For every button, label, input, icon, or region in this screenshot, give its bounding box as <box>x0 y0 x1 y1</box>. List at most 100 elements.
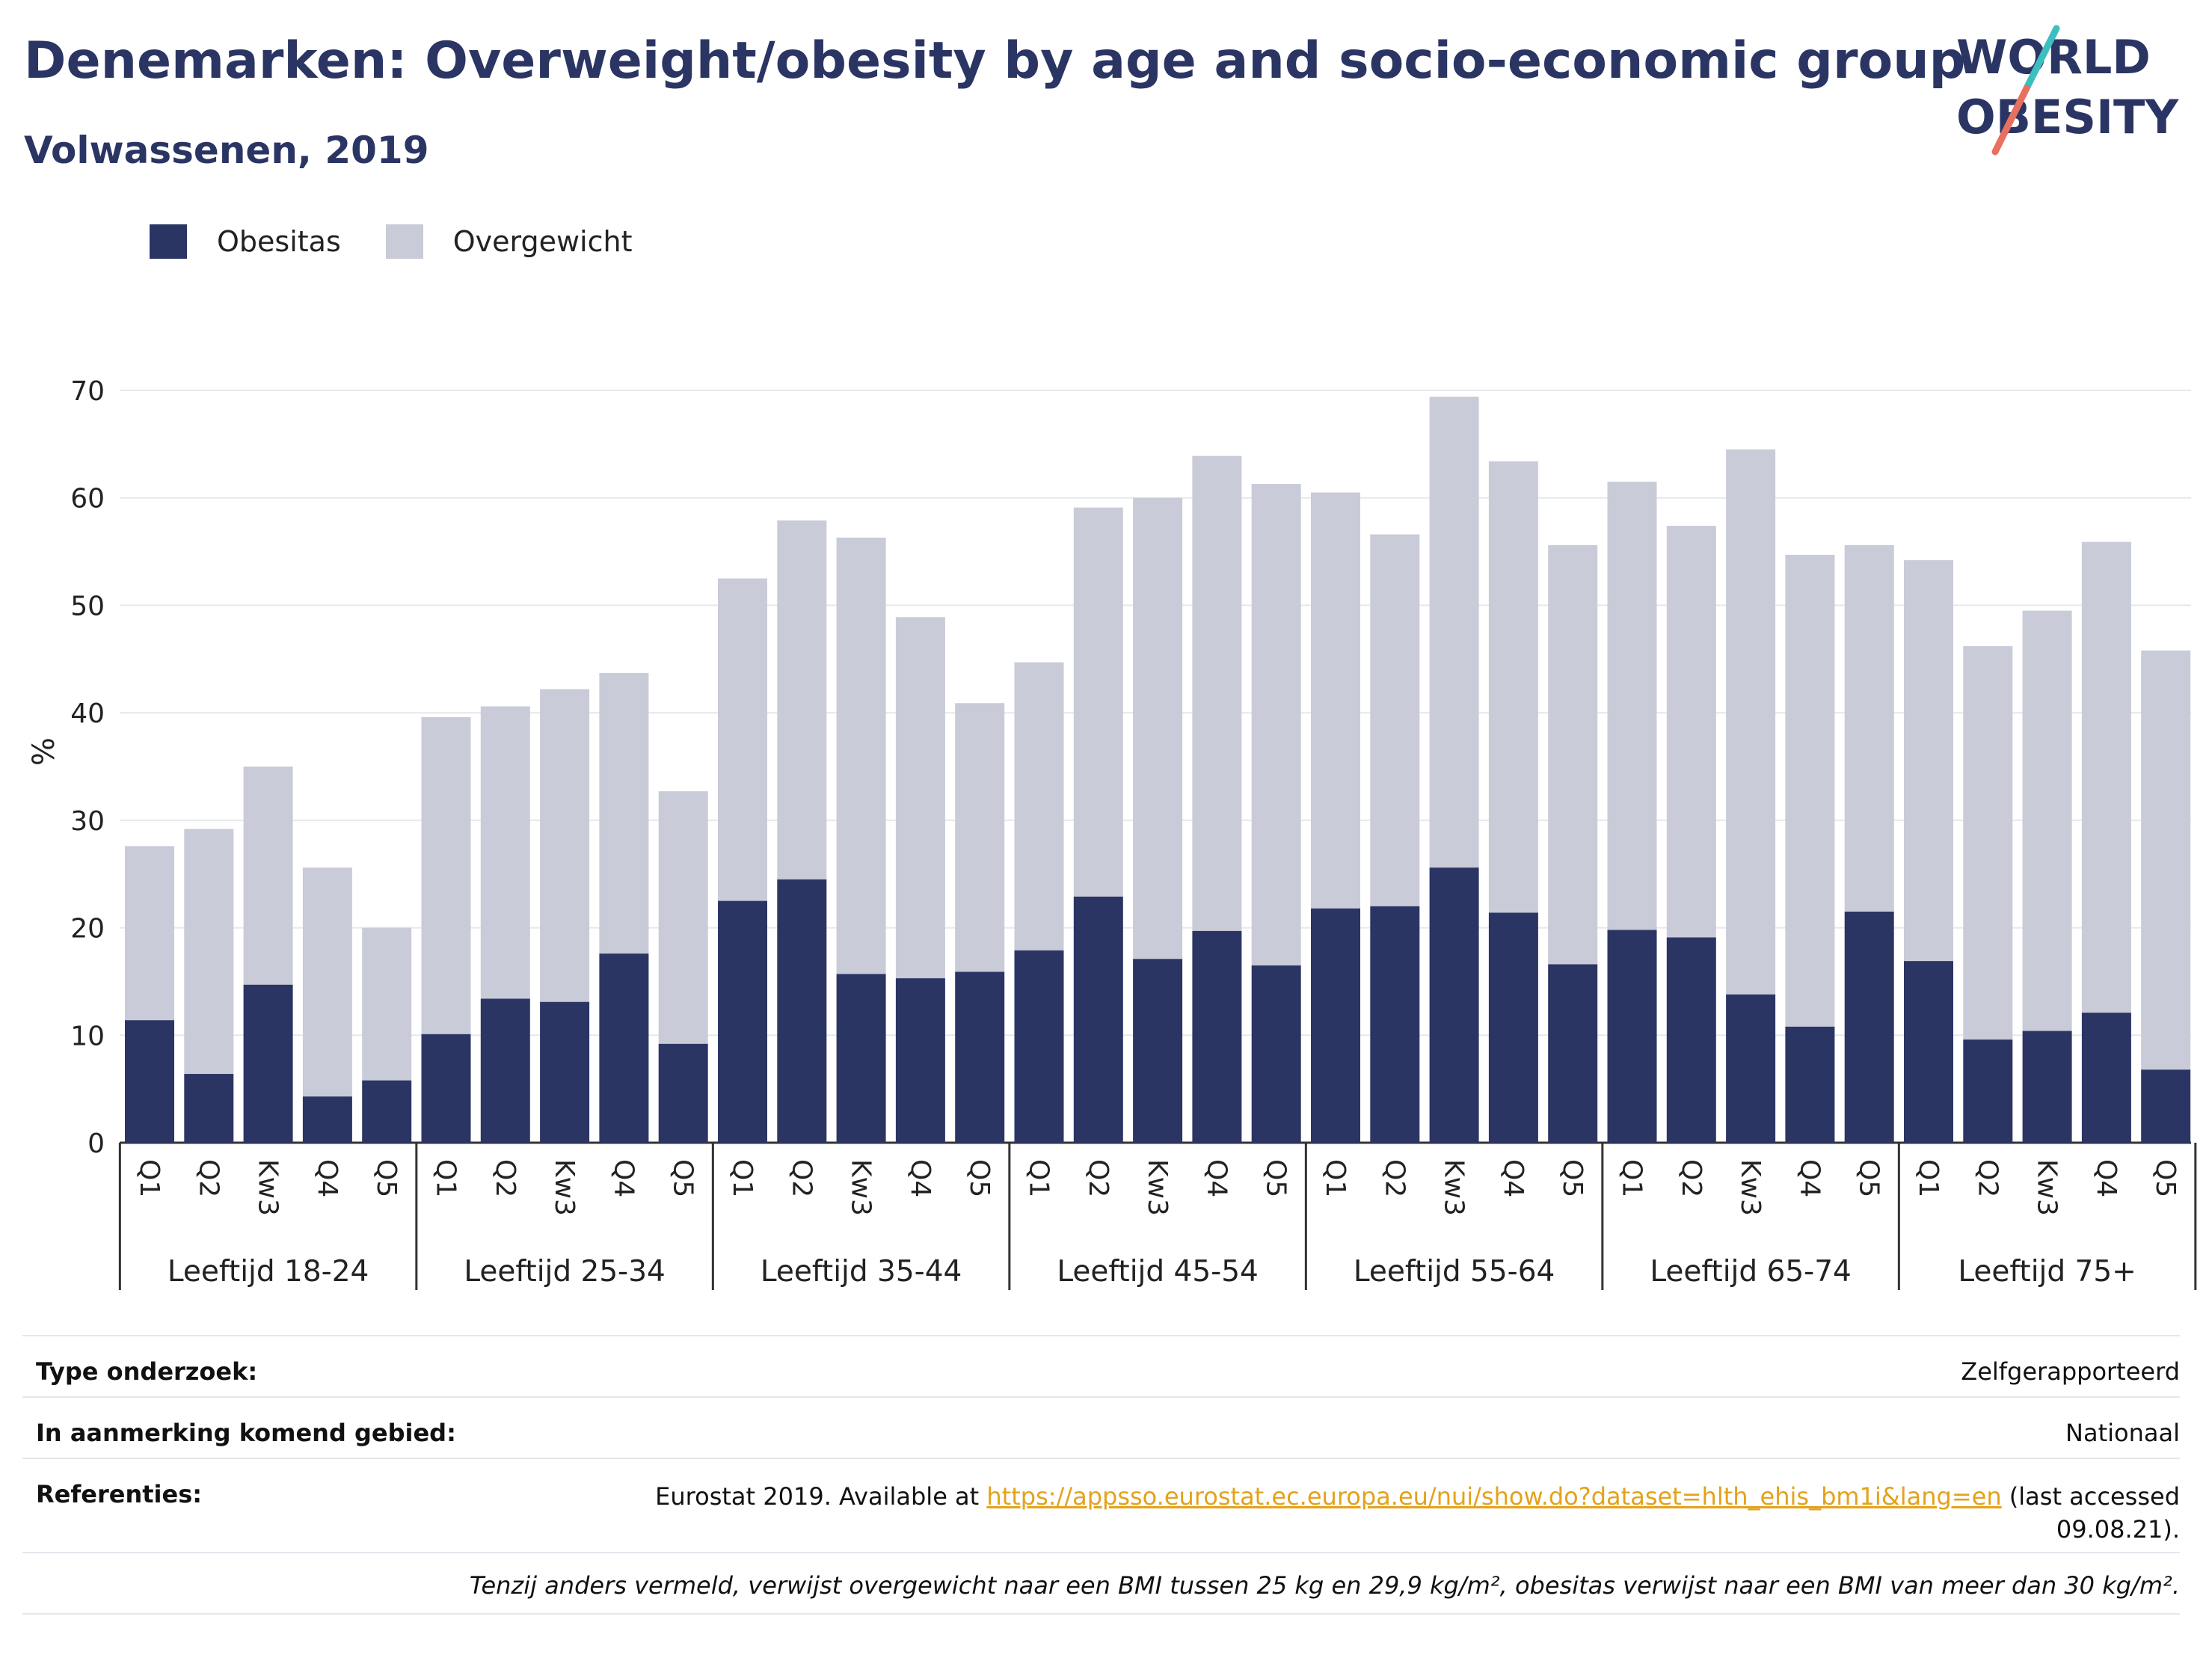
bar-overgewicht <box>1370 534 1420 906</box>
bar-overgewicht <box>836 537 886 974</box>
bar-obesitas <box>1311 908 1360 1143</box>
x-tick-label: Q2 <box>193 1159 224 1197</box>
legend-swatch-overgewicht <box>385 224 423 259</box>
bar-overgewicht <box>421 716 471 1034</box>
bar-obesitas <box>1133 959 1183 1143</box>
bar-overgewicht <box>1429 396 1479 868</box>
ref-link[interactable]: https://appsso.eurostat.ec.europa.eu/nui… <box>986 1482 2002 1511</box>
logo-slash-teal <box>2023 25 2060 92</box>
bar-obesitas <box>955 971 1005 1143</box>
bar-overgewicht <box>480 706 530 999</box>
bar-overgewicht <box>243 767 293 985</box>
footnote-text: Tenzij anders vermeld, verwijst overgewi… <box>469 1571 2180 1600</box>
bar-obesitas <box>540 1001 590 1143</box>
bar-overgewicht <box>1666 526 1716 938</box>
group-label: Leeftijd 35-44 <box>761 1255 962 1289</box>
group-label: Leeftijd 45-54 <box>1057 1255 1259 1289</box>
group-label: Leeftijd 55-64 <box>1354 1255 1555 1289</box>
bar-obesitas <box>1607 930 1657 1143</box>
x-tick-label: Q1 <box>1024 1159 1054 1197</box>
x-tick-label: Q4 <box>1201 1159 1232 1197</box>
bar-obesitas <box>184 1074 234 1143</box>
logo-slash-coral <box>1991 85 2030 156</box>
x-tick-label: Kw3 <box>846 1159 876 1216</box>
x-tick-label: Kw3 <box>1142 1159 1173 1216</box>
group-label: Leeftijd 75+ <box>1958 1255 2136 1289</box>
info-row-area: In aanmerking komend gebied: Nationaal <box>22 1396 2180 1458</box>
info-row-footnote: Tenzij anders vermeld, verwijst overgewi… <box>22 1552 2180 1615</box>
x-tick-label: Q5 <box>1557 1159 1588 1197</box>
x-tick-label: Q5 <box>1261 1159 1291 1197</box>
info-value-area: Nationaal <box>2065 1419 2180 1447</box>
x-tick-label: Kw3 <box>1439 1159 1469 1216</box>
y-tick-label: 70 <box>70 376 105 407</box>
info-table: Type onderzoek: Zelfgerapporteerd In aan… <box>22 1335 2180 1634</box>
y-tick-label: 50 <box>70 591 105 621</box>
bar-overgewicht <box>955 703 1005 972</box>
bar-overgewicht <box>777 520 827 879</box>
bar-overgewicht <box>1726 449 1776 995</box>
x-tick-label: Q2 <box>786 1159 817 1197</box>
bar-obesitas <box>1073 896 1123 1143</box>
info-row-type: Type onderzoek: Zelfgerapporteerd <box>22 1335 2180 1396</box>
x-tick-label: Q4 <box>1794 1159 1825 1197</box>
x-tick-label: Kw3 <box>549 1159 580 1216</box>
bar-obesitas <box>1844 912 1894 1143</box>
bar-overgewicht <box>2141 650 2191 1070</box>
bar-obesitas <box>421 1034 471 1143</box>
bar-obesitas <box>658 1043 708 1143</box>
bar-obesitas <box>1904 961 1953 1143</box>
group-label: Leeftijd 25-34 <box>464 1255 666 1289</box>
x-tick-label: Q5 <box>668 1159 698 1197</box>
x-tick-label: Q5 <box>2150 1159 2181 1197</box>
x-tick-label: Q1 <box>1617 1159 1647 1197</box>
bar-overgewicht <box>1488 461 1538 913</box>
bar-overgewicht <box>1963 646 2013 1040</box>
bar-overgewicht <box>1014 662 1064 951</box>
y-axis-label: % <box>27 737 61 766</box>
bar-obesitas <box>480 998 530 1143</box>
bar-obesitas <box>1785 1026 1835 1143</box>
bar-overgewicht <box>302 868 352 1097</box>
bar-overgewicht <box>540 689 590 1002</box>
page-title: Denemarken: Overweight/obesity by age an… <box>24 31 1966 90</box>
bar-overgewicht <box>1607 482 1657 930</box>
bar-obesitas <box>362 1080 412 1143</box>
x-tick-label: Q1 <box>134 1159 165 1197</box>
x-tick-label: Q1 <box>727 1159 758 1197</box>
info-label-references: Referenties: <box>36 1480 203 1508</box>
y-tick-label: 0 <box>87 1129 105 1159</box>
x-tick-label: Q4 <box>312 1159 342 1197</box>
legend-label-obesitas: Obesitas <box>217 225 341 258</box>
bar-obesitas <box>2141 1069 2191 1143</box>
bar-overgewicht <box>2022 610 2072 1031</box>
ref-suffix: (last accessed <box>2001 1482 2180 1511</box>
bar-overgewicht <box>658 791 708 1044</box>
bar-obesitas <box>302 1096 352 1143</box>
x-tick-label: Q1 <box>1320 1159 1351 1197</box>
bar-obesitas <box>2081 1013 2131 1143</box>
legend-label-overgewicht: Overgewicht <box>452 225 633 258</box>
world-obesity-logo: WORLD OBESITY <box>1956 25 2179 156</box>
x-tick-label: Q1 <box>431 1159 461 1197</box>
x-tick-label: Q1 <box>1913 1159 1944 1197</box>
bar-obesitas <box>836 974 886 1143</box>
bar-overgewicht <box>2081 541 2131 1013</box>
bar-obesitas <box>1963 1040 2013 1143</box>
bar-obesitas <box>1548 964 1598 1143</box>
info-label-area: In aanmerking komend gebied: <box>36 1419 456 1447</box>
bar-obesitas <box>1488 912 1538 1143</box>
x-tick-label: Q4 <box>2091 1159 2122 1197</box>
bar-overgewicht <box>1311 492 1360 909</box>
legend-item-obesitas: Obesitas <box>150 224 341 259</box>
x-tick-label: Q2 <box>1083 1159 1113 1197</box>
bar-overgewicht <box>1073 507 1123 897</box>
bar-obesitas <box>1666 937 1716 1143</box>
bar-overgewicht <box>1192 455 1242 931</box>
ref-prefix: Eurostat 2019. Available at <box>655 1482 987 1511</box>
group-label: Leeftijd 65-74 <box>1650 1255 1852 1289</box>
x-tick-label: Kw3 <box>2032 1159 2062 1216</box>
bar-obesitas <box>1370 906 1420 1143</box>
stacked-bar-chart: 0 10 20 30 40 50 60 70% Q1 Q2 Kw3 Q4 Q5 Leeftijd 18-2… <box>27 376 2197 1290</box>
bar-overgewicht <box>1904 560 1953 962</box>
